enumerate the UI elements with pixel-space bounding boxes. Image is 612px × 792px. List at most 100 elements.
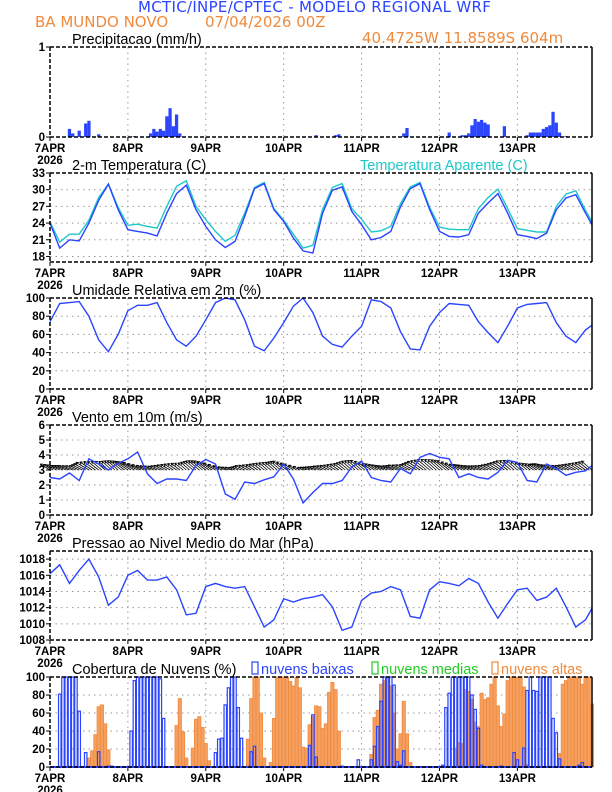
wind-arrow <box>131 464 145 471</box>
y-tick-label: 33 <box>32 168 45 180</box>
high-cloud-bar <box>515 676 520 768</box>
precip-bar <box>155 131 159 137</box>
precip-bar <box>541 128 545 137</box>
high-cloud-bar <box>200 727 205 768</box>
precip-bar <box>538 132 542 137</box>
high-cloud-bar <box>103 723 108 768</box>
x-tick-label: 13APR <box>499 395 537 407</box>
x-tick-label: 12APR <box>421 773 459 785</box>
y-tick-label: 100 <box>26 672 45 684</box>
y-tick-label: 1 <box>39 495 46 507</box>
y-tick-label: 1012 <box>19 603 45 615</box>
wind-arrow <box>416 459 430 471</box>
wind-arrow <box>272 460 284 471</box>
temp-panel: 18 21 24 27 30 33 7APR 8APR 9APR 10APR 11APR 12APR 1… <box>32 158 593 292</box>
high-cloud-bar <box>492 676 497 768</box>
y-tick-label: 1008 <box>19 635 45 647</box>
y-tick-label: 30 <box>32 185 45 197</box>
wind-arrow <box>310 465 320 471</box>
wind-arrow <box>245 464 255 471</box>
high-cloud-bar <box>184 757 189 768</box>
high-cloud-bar <box>502 713 507 768</box>
precip-bar <box>71 133 75 137</box>
wind-arrow <box>241 464 252 471</box>
high-cloud-bar <box>333 689 338 768</box>
wind-arrow <box>483 463 495 471</box>
high-cloud-bar <box>177 698 182 768</box>
high-cloud-bar <box>586 676 591 768</box>
high-cloud-bar <box>281 676 286 768</box>
precip-bar <box>557 132 562 137</box>
high-cloud-bar <box>99 704 104 768</box>
precip-bar <box>476 121 481 137</box>
precip-bar <box>447 132 451 137</box>
precip-bar <box>178 133 182 137</box>
wind-arrow <box>463 465 476 471</box>
high-cloud-bar <box>90 750 95 768</box>
wind-arrow <box>57 464 70 471</box>
high-cloud-bar <box>174 725 179 768</box>
wind-arrow <box>571 462 583 471</box>
precip-bar <box>544 127 549 137</box>
low-cloud-bar <box>70 676 75 768</box>
high-cloud-bar <box>245 738 250 768</box>
legend-swatch-icon <box>491 661 499 675</box>
precip-bar <box>480 119 484 137</box>
panel-title: 2-m Temperatura (C) <box>72 158 206 174</box>
wind-arrow <box>561 464 573 471</box>
x-tick-label: 9APR <box>190 395 221 407</box>
wind-arrow <box>174 462 184 471</box>
high-cloud-bar <box>93 734 98 768</box>
low-cloud-bar <box>145 676 150 768</box>
high-cloud-bar <box>278 676 283 768</box>
rh-series-line-0 <box>49 296 593 353</box>
low-cloud-bar <box>551 717 555 768</box>
x-tick-label: 9APR <box>190 143 221 155</box>
wind-arrow <box>255 462 265 471</box>
precip-bar <box>152 128 156 137</box>
x-tick-label: 13APR <box>499 143 537 155</box>
high-cloud-bar <box>181 731 186 768</box>
legend-label: nuvens medias <box>381 662 479 678</box>
precip-panel: 0 1 7APR 8APR 9APR 10APR 11APR 12APR 13APR 2026 Pr… <box>35 32 593 167</box>
high-cloud-bar <box>499 726 504 768</box>
y-tick-label: 3 <box>39 465 45 477</box>
high-cloud-bar <box>86 757 91 768</box>
high-cloud-bar <box>564 680 569 768</box>
wind-arrow <box>156 464 168 471</box>
x-tick-label: 10APR <box>265 395 303 407</box>
high-cloud-bar <box>567 676 572 768</box>
wind-arrow <box>436 460 450 471</box>
wind-arrow <box>39 463 51 471</box>
wind-arrow <box>477 464 489 471</box>
x-tick-label: 10APR <box>265 521 303 533</box>
x-tick-label: 7APR <box>35 395 66 407</box>
precip-bar <box>165 116 169 137</box>
high-cloud-bar <box>576 676 582 768</box>
legend-label: nuvens altas <box>501 662 582 678</box>
high-cloud-bar <box>297 687 302 768</box>
wind-arrow <box>170 462 181 471</box>
low-cloud-bar <box>213 751 218 768</box>
x-axis-year: 2026 <box>37 658 63 670</box>
wind-arrow <box>153 464 164 471</box>
wind-arrow <box>467 465 479 471</box>
precip-bar <box>314 135 318 137</box>
high-cloud-bar <box>288 681 293 768</box>
wind-arrow <box>193 460 207 471</box>
x-tick-label: 11APR <box>343 646 380 658</box>
low-cloud-bar <box>155 676 159 768</box>
wind-arrow <box>460 464 473 471</box>
high-cloud-bar <box>262 757 267 768</box>
x-axis-year: 2026 <box>37 533 63 545</box>
precip-bar <box>470 125 474 137</box>
wind-arrow <box>163 463 174 471</box>
x-tick-label: 8APR <box>113 521 144 533</box>
precip-bar <box>402 133 406 137</box>
x-tick-label: 13APR <box>499 773 537 785</box>
x-tick-label: 11APR <box>343 143 380 155</box>
high-cloud-bar <box>317 706 322 768</box>
y-tick-label: 80 <box>32 690 45 702</box>
y-tick-label: 0 <box>39 384 45 396</box>
wind-arrow <box>258 462 268 471</box>
